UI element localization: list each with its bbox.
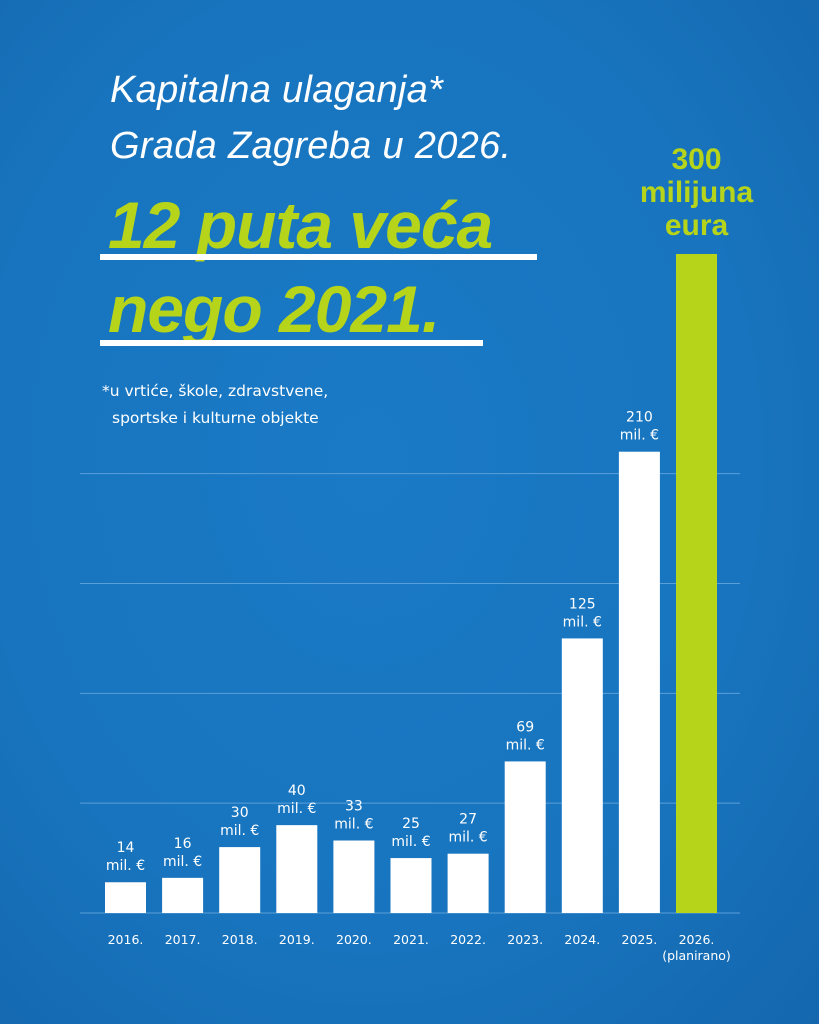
bar-2018 <box>219 847 261 913</box>
highlight-label: 300 <box>671 143 721 176</box>
bar-2023 <box>504 761 546 913</box>
title-line-2: Grada Zagreba u 2026. <box>110 125 512 167</box>
headline-line-1: 12 puta veća <box>108 188 493 262</box>
footnote-line-1: *u vrtiće, škole, zdravstvene, <box>102 382 329 400</box>
footnote: *u vrtiće, škole, zdravstvene, sportske … <box>102 378 328 432</box>
bar-2016 <box>105 882 146 913</box>
headline-underline-1 <box>100 254 537 260</box>
value-unit-label: mil. € <box>620 428 659 444</box>
value-unit-label: mil. € <box>163 854 202 870</box>
x-tick-label: 2021. <box>393 932 429 947</box>
bar-2017 <box>162 877 204 913</box>
x-tick-label: 2023. <box>507 932 543 947</box>
headline-line-2: nego 2021. <box>108 272 440 346</box>
highlight-label: milijuna <box>640 176 754 209</box>
value-unit-label: mil. € <box>506 737 545 753</box>
x-tick-note: (planirano) <box>662 948 731 963</box>
value-label: 40 <box>288 783 306 799</box>
value-label: 14 <box>117 840 135 856</box>
bar-2020 <box>333 840 375 913</box>
x-tick-label: 2022. <box>450 932 486 947</box>
bar-2021 <box>390 858 432 913</box>
highlight-label: eura <box>665 209 729 242</box>
value-label: 210 <box>626 410 653 426</box>
value-unit-label: mil. € <box>391 834 430 850</box>
bar-2026 <box>676 254 717 913</box>
x-tick-label: 2019. <box>279 932 315 947</box>
value-unit-label: mil. € <box>220 823 259 839</box>
headline-underline-2 <box>100 340 483 346</box>
x-tick-label: 2024. <box>564 932 600 947</box>
value-unit-label: mil. € <box>277 801 316 817</box>
bar-2025 <box>618 451 660 913</box>
x-tick-label: 2017. <box>165 932 201 947</box>
value-label: 125 <box>569 596 596 612</box>
value-unit-label: mil. € <box>106 858 145 874</box>
value-label: 30 <box>231 805 249 821</box>
bar-2019 <box>276 825 318 913</box>
x-tick-label: 2020. <box>336 932 372 947</box>
value-unit-label: mil. € <box>563 614 602 630</box>
footnote-line-2: sportske i kulturne objekte <box>112 409 319 427</box>
x-tick-label: 2016. <box>108 932 144 947</box>
x-tick-label: 2025. <box>622 932 658 947</box>
value-label: 69 <box>516 719 534 735</box>
value-unit-label: mil. € <box>448 830 487 846</box>
value-label: 16 <box>174 836 192 852</box>
title-line-1: Kapitalna ulaganja* <box>110 69 444 111</box>
value-label: 33 <box>345 799 363 815</box>
x-tick-label: 2026. <box>679 932 715 947</box>
value-label: 27 <box>459 812 477 828</box>
bar-2022 <box>447 853 489 913</box>
value-label: 25 <box>402 816 420 832</box>
value-unit-label: mil. € <box>334 817 373 833</box>
bar-2024 <box>561 638 603 913</box>
x-tick-label: 2018. <box>222 932 258 947</box>
